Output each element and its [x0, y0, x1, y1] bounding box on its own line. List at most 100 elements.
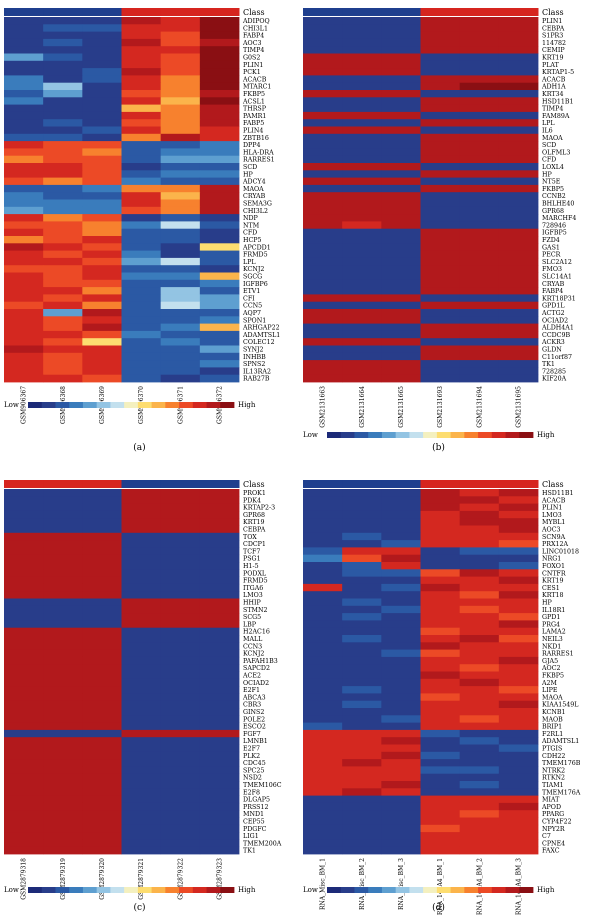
heatmap-cell — [4, 598, 44, 607]
heatmap-cell — [459, 817, 500, 826]
heatmap-cell — [420, 338, 461, 346]
heatmap-cell — [199, 250, 240, 259]
heatmap-cell — [498, 330, 539, 339]
heatmap-cell — [199, 53, 240, 62]
heatmap-cell — [342, 243, 382, 251]
gene-label: CFD — [243, 230, 257, 237]
legend-high-label: High — [238, 886, 256, 894]
heatmap-cell — [82, 287, 122, 295]
heatmap-cell — [121, 817, 162, 826]
heatmap-cell — [381, 374, 421, 383]
gene-label: LOXL4 — [542, 164, 564, 171]
heatmap-cell — [160, 781, 201, 789]
heatmap-cell — [498, 642, 539, 650]
heatmap-cell — [121, 620, 162, 629]
gene-label: 114782 — [542, 40, 566, 47]
heatmap-cell — [381, 184, 421, 193]
heatmap-cell — [160, 133, 201, 142]
heatmap-cell — [43, 781, 83, 789]
heatmap-cell — [498, 228, 539, 237]
heatmap-cell — [199, 547, 240, 556]
heatmap-cell — [43, 678, 83, 687]
heatmap-cell — [199, 569, 240, 577]
heatmap-cell — [199, 31, 240, 40]
heatmap-cell — [303, 148, 343, 157]
heatmap-cell — [4, 788, 44, 796]
heatmap-cell — [381, 24, 421, 32]
heatmap-cell — [381, 279, 421, 288]
heatmap-cell — [342, 309, 382, 317]
heatmap-cell — [420, 751, 461, 760]
heatmap-cell — [4, 221, 44, 230]
heatmap-cell — [82, 97, 122, 105]
heatmap-cell — [160, 163, 201, 171]
heatmap-cell — [498, 839, 539, 848]
gene-label: PRSS12 — [243, 804, 269, 811]
heatmap-cell — [199, 627, 240, 636]
heatmap-cell — [121, 60, 162, 69]
legend-swatch — [505, 887, 520, 893]
heatmap-cell — [303, 722, 343, 731]
gene-label: FRMD5 — [243, 578, 268, 585]
heatmap-cell — [82, 751, 122, 760]
heatmap-cell — [459, 104, 500, 113]
gene-label: GPR68 — [243, 512, 265, 519]
heatmap-cell — [498, 591, 539, 599]
class-label: Class — [542, 480, 564, 489]
heatmap-cell — [381, 715, 421, 723]
heatmap-cell — [4, 309, 44, 317]
heatmap-cell — [381, 759, 421, 767]
heatmap-cell — [420, 532, 461, 541]
heatmap-cell — [303, 510, 343, 519]
heatmap-cell — [459, 24, 500, 32]
heatmap-cell — [303, 540, 343, 548]
heatmap-cell — [342, 133, 382, 142]
legend-swatch — [436, 432, 451, 438]
heatmap-cell — [199, 330, 240, 339]
heatmap-cell — [199, 817, 240, 826]
heatmap-cell — [381, 243, 421, 251]
heatmap-cell — [121, 228, 162, 237]
heatmap-cell — [459, 525, 500, 534]
heatmap-cell — [82, 576, 122, 585]
heatmap-cell — [43, 613, 83, 621]
gene-label: GPD1L — [542, 303, 565, 310]
heatmap-cell — [459, 583, 500, 592]
heatmap-cell — [303, 627, 343, 636]
panel-label: (b) — [432, 442, 445, 453]
heatmap-cell — [420, 316, 461, 324]
heatmap-cell — [199, 82, 240, 91]
heatmap-cell — [498, 489, 539, 497]
heatmap-cell — [199, 737, 240, 745]
heatmap-cell — [43, 31, 83, 40]
gene-label: FKBP5 — [542, 672, 564, 679]
heatmap-cell — [381, 554, 421, 563]
heatmap-cell — [160, 236, 201, 244]
heatmap-cell — [82, 199, 122, 208]
heatmap-cell — [381, 46, 421, 54]
heatmap-cell — [82, 554, 122, 563]
heatmap-cell — [498, 60, 539, 69]
heatmap-cell — [82, 620, 122, 629]
heatmap-cell — [498, 97, 539, 105]
heatmap-cell — [82, 53, 122, 62]
gene-label: PECR — [542, 252, 561, 259]
heatmap-cell — [498, 759, 539, 767]
gene-label: AOC2 — [541, 665, 561, 672]
heatmap-cell — [199, 17, 240, 25]
heatmap-cell — [303, 802, 343, 811]
heatmap-cell — [498, 810, 539, 818]
heatmap-cell — [420, 126, 461, 135]
heatmap-cell — [4, 97, 44, 105]
heatmap-cell — [4, 620, 44, 629]
heatmap-cell — [4, 671, 44, 680]
heatmap-cell — [82, 352, 122, 361]
gene-label: NPY2R — [542, 826, 565, 833]
heatmap-cell — [381, 598, 421, 607]
heatmap-cell — [342, 598, 382, 607]
heatmap-cell — [420, 817, 461, 826]
heatmap-cell — [303, 111, 343, 120]
heatmap-cell — [498, 257, 539, 266]
heatmap-cell — [43, 598, 83, 607]
class-cell-0 — [4, 8, 44, 16]
